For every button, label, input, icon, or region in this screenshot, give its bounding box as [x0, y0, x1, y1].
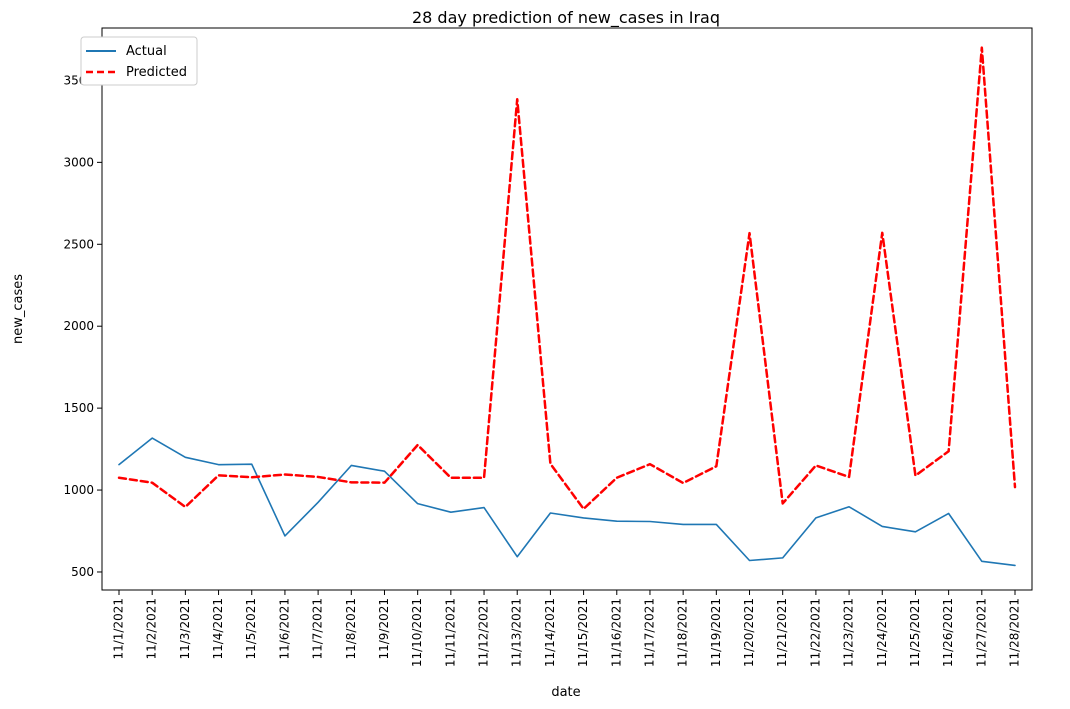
x-tick-label: 11/25/2021 — [908, 598, 922, 667]
x-tick-label: 11/18/2021 — [676, 598, 690, 667]
x-tick-label: 11/16/2021 — [609, 598, 623, 667]
x-tick-label: 11/27/2021 — [974, 598, 988, 667]
x-tick-label: 11/1/2021 — [112, 598, 126, 660]
x-tick-label: 11/15/2021 — [576, 598, 590, 667]
x-tick-label: 11/9/2021 — [377, 598, 391, 660]
x-tick-label: 11/11/2021 — [443, 598, 457, 667]
y-tick-label: 2000 — [63, 319, 94, 333]
x-tick-label: 11/14/2021 — [543, 598, 557, 667]
x-tick-label: 11/10/2021 — [410, 598, 424, 667]
x-tick-label: 11/13/2021 — [510, 598, 524, 667]
x-tick-label: 11/22/2021 — [808, 598, 822, 667]
series-line-actual — [118, 437, 1016, 567]
plot-area — [101, 27, 1033, 591]
y-tick-label: 500 — [71, 565, 94, 579]
x-axis-label: date — [551, 685, 580, 700]
series-line-predicted — [117, 46, 1017, 511]
x-tick-label: 11/6/2021 — [277, 598, 291, 660]
x-tick-label: 11/5/2021 — [244, 598, 258, 660]
x-tick-label: 11/12/2021 — [477, 598, 491, 667]
legend: Actual Predicted — [80, 36, 198, 86]
x-tick-label: 11/20/2021 — [742, 598, 756, 667]
x-tick-label: 11/26/2021 — [941, 598, 955, 667]
x-tick-label: 11/23/2021 — [842, 598, 856, 667]
x-tick-label: 11/4/2021 — [211, 598, 225, 660]
x-tick-label: 11/17/2021 — [642, 598, 656, 667]
series-layer — [117, 46, 1017, 567]
x-tick-label: 11/28/2021 — [1008, 598, 1022, 667]
legend-actual-label: Actual — [126, 44, 167, 59]
x-tick-label: 11/3/2021 — [178, 598, 192, 660]
x-axis: 11/1/2021 11/2/2021 11/3/2021 11/4/2021 11/5… — [112, 590, 1022, 667]
y-tick-label: 1500 — [63, 401, 94, 415]
x-tick-label: 11/19/2021 — [709, 598, 723, 667]
legend-predicted-label: Predicted — [126, 65, 187, 80]
x-tick-label: 11/7/2021 — [311, 598, 325, 660]
y-tick-label: 2500 — [63, 237, 94, 251]
y-tick-label: 1000 — [63, 483, 94, 497]
chart-title: 28 day prediction of new_cases in Iraq — [412, 8, 720, 28]
y-axis-label: new_cases — [11, 274, 26, 344]
x-tick-label: 11/8/2021 — [344, 598, 358, 660]
x-tick-label: 11/2/2021 — [145, 598, 159, 660]
x-tick-label: 11/21/2021 — [775, 598, 789, 667]
x-tick-label: 11/24/2021 — [875, 598, 889, 667]
y-tick-label: 3000 — [63, 155, 94, 169]
